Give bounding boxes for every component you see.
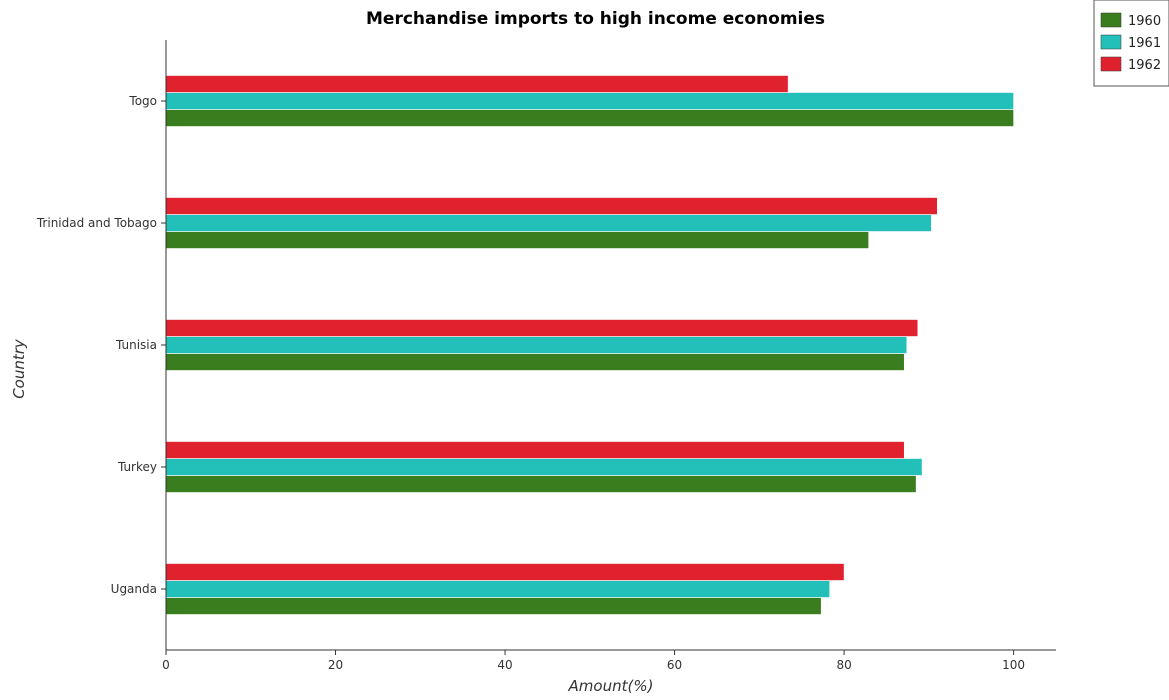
bar-tunisia-1960 <box>165 353 905 371</box>
x-tick-label: 60 <box>667 658 682 672</box>
legend-label-1961: 1961 <box>1128 36 1161 51</box>
bar-uganda-1960 <box>165 597 822 615</box>
y-axis-label: Country <box>10 338 28 399</box>
bar-togo-1961 <box>165 92 1014 110</box>
bar-togo-1962 <box>165 75 789 93</box>
bar-uganda-1962 <box>165 563 845 581</box>
y-tick-label: Turkey <box>117 460 157 474</box>
y-tick-label: Uganda <box>111 582 157 596</box>
bar-turkey-1962 <box>165 441 905 459</box>
x-tick-label: 80 <box>836 658 851 672</box>
y-tick-label: Togo <box>128 94 157 108</box>
y-tick-label: Tunisia <box>115 338 157 352</box>
bar-turkey-1961 <box>165 458 923 476</box>
y-tick-label: Trinidad and Tobago <box>36 216 157 230</box>
bar-trinidad-and-tobago-1962 <box>165 197 938 215</box>
x-tick-label: 20 <box>328 658 343 672</box>
legend: 1960 1961 1962 <box>1093 0 1169 87</box>
x-tick-label: 40 <box>497 658 512 672</box>
bar-trinidad-and-tobago-1960 <box>165 231 869 249</box>
bar-uganda-1961 <box>165 580 830 598</box>
x-tick-label: 100 <box>1002 658 1025 672</box>
legend-swatch-1960 <box>1100 12 1122 28</box>
legend-label-1960: 1960 <box>1128 14 1161 29</box>
x-axis-label: Amount(%) <box>568 677 654 695</box>
legend-swatch-1961 <box>1100 34 1122 50</box>
axes-group: Togo Trinidad and Tobago Tunisia Turkey Ugan… <box>36 40 1056 672</box>
bar-tunisia-1961 <box>165 336 908 354</box>
bar-trinidad-and-tobago-1961 <box>165 214 932 232</box>
bar-tunisia-1962 <box>165 319 919 337</box>
bars-group <box>165 75 1014 615</box>
legend-swatch-1962 <box>1100 56 1122 72</box>
chart-title: Merchandise imports to high income econo… <box>366 9 825 29</box>
x-tick-label: 0 <box>162 658 170 672</box>
legend-label-1962: 1962 <box>1128 58 1161 73</box>
bar-togo-1960 <box>165 109 1014 127</box>
bar-turkey-1960 <box>165 475 917 493</box>
